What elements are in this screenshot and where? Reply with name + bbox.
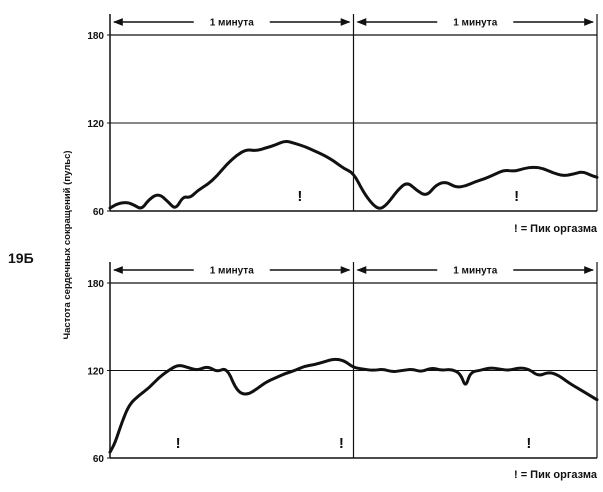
y-axis-label: Частота сердечных сокращений (пульс)	[62, 150, 73, 339]
y-tick-label: 120	[87, 119, 104, 130]
orgasm-peak-marker: !	[176, 435, 181, 452]
y-tick-label: 120	[87, 367, 104, 378]
panel-2: 60 120 180 1 минута 1 минута!!! ! = Пик оргаз…	[87, 262, 599, 481]
orgasm-peak-marker: !	[297, 188, 302, 205]
y-tick-label: 60	[93, 454, 105, 465]
heart-rate-line	[108, 139, 599, 210]
segment-label: 1 минута	[210, 18, 255, 29]
segment-label: 1 минута	[453, 18, 498, 29]
y-tick-label: 180	[87, 279, 104, 290]
y-tick-label: 60	[93, 207, 105, 218]
figure-label: 19Б	[8, 250, 34, 266]
y-tick-label: 180	[87, 31, 104, 42]
legend-note: ! = Пик оргазма	[514, 469, 598, 481]
orgasm-peak-marker: !	[526, 435, 531, 452]
orgasm-peak-marker: !	[339, 435, 344, 452]
orgasm-peak-marker: !	[514, 188, 519, 205]
segment-label: 1 минута	[453, 266, 498, 277]
segment-label: 1 минута	[210, 266, 255, 277]
heart-rate-line	[108, 357, 599, 454]
panel-1: 60 120 180 1 минута 1 минута!! ! = Пик оргазм…	[87, 14, 599, 235]
legend-note: ! = Пик оргазма	[514, 223, 598, 235]
